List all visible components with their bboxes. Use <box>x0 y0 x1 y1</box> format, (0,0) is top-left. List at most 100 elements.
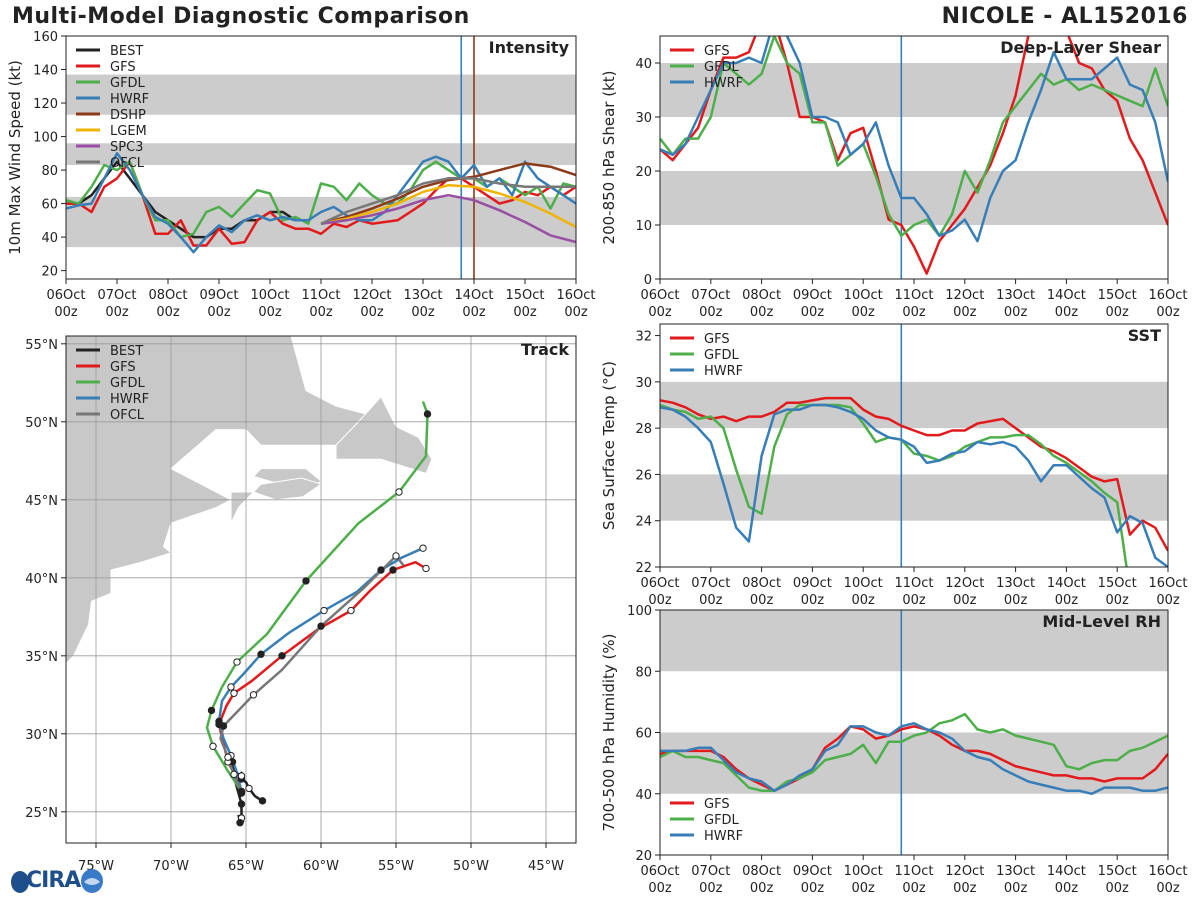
x-tick-label: 15Oct <box>1098 288 1137 303</box>
legend-label-hwrf: HWRF <box>110 392 149 407</box>
y-tick-label: 55°N <box>25 338 58 353</box>
x-tick-label: 00z <box>1004 305 1028 320</box>
x-tick-label: 70°W <box>153 859 189 874</box>
x-tick-label: 00z <box>54 305 78 320</box>
track-point <box>230 689 238 697</box>
x-tick-label: 00z <box>1156 881 1180 896</box>
y-tick-label: 20 <box>41 265 58 280</box>
x-tick-label: 13Oct <box>996 288 1035 303</box>
series-spc3 <box>320 193 576 244</box>
x-tick-label: 10Oct <box>250 288 289 303</box>
y-tick-label: 60 <box>635 727 652 742</box>
y-tick-label: 30°N <box>25 728 58 743</box>
legend-label-gfdl: GFDL <box>704 60 740 75</box>
x-tick-label: 00z <box>953 881 977 896</box>
x-tick-label: 14Oct <box>1047 288 1086 303</box>
y-tick-label: 50°N <box>25 416 58 431</box>
x-tick-label: 11Oct <box>894 864 933 879</box>
x-tick-label: 00z <box>564 305 588 320</box>
x-tick-label: 15Oct <box>505 288 544 303</box>
x-tick-label: 00z <box>309 305 333 320</box>
legend-label-hwrf: HWRF <box>704 364 743 379</box>
series-gfs <box>660 396 1168 552</box>
legend-label-gfdl: GFDL <box>110 76 146 91</box>
x-tick-label: 00z <box>360 305 384 320</box>
panel-title: Deep-Layer Shear <box>1000 38 1161 57</box>
y-axis-label: 10m Max Wind Speed (kt) <box>6 60 24 255</box>
track-point <box>347 606 355 615</box>
series-lgem <box>320 183 576 229</box>
series-hwrf <box>660 36 1168 243</box>
track-point <box>317 622 325 630</box>
y-tick-label: 100 <box>627 604 652 619</box>
threshold-band <box>66 143 576 166</box>
track-point <box>237 772 246 780</box>
x-tick-label: 00z <box>699 593 723 608</box>
x-tick-label: 12Oct <box>945 576 984 591</box>
x-tick-label: 13Oct <box>996 576 1035 591</box>
x-tick-label: 00z <box>513 305 537 320</box>
x-tick-label: 09Oct <box>793 576 832 591</box>
x-tick-label: 13Oct <box>996 864 1035 879</box>
y-tick-label: 80 <box>41 164 58 179</box>
x-tick-label: 00z <box>1055 593 1079 608</box>
x-tick-label: 00z <box>1106 593 1130 608</box>
series-gfs <box>66 160 576 247</box>
x-tick-label: 50°W <box>453 859 489 874</box>
x-tick-label: 10Oct <box>844 864 883 879</box>
x-tick-label: 00z <box>902 881 926 896</box>
track-point <box>215 717 223 726</box>
x-tick-label: 12Oct <box>352 288 391 303</box>
x-tick-label: 00z <box>648 881 672 896</box>
intensity-chart: 20 40 60 80 100 120 140 160 06Oct 00z 07Oct 00z 08Oc… <box>6 30 596 320</box>
legend-label-hwrf: HWRF <box>110 92 149 107</box>
logo-text: CIRA <box>26 868 81 893</box>
y-tick-label: 35°N <box>25 650 58 665</box>
y-tick-label: 26 <box>635 468 652 483</box>
series-hwrf <box>660 403 1168 567</box>
x-tick-label: 65°W <box>228 859 264 874</box>
track-point <box>257 650 265 658</box>
legend-label-best: BEST <box>110 44 143 59</box>
x-tick-label: 00z <box>953 593 977 608</box>
y-tick-label: 60 <box>41 198 58 213</box>
x-tick-label: 10Oct <box>844 576 883 591</box>
x-tick-label: 45°W <box>528 859 564 874</box>
x-tick-label: 09Oct <box>793 864 832 879</box>
x-tick-label: 00z <box>902 305 926 320</box>
threshold-band <box>66 74 576 115</box>
track-chart: 75°W 70°W 65°W 60°W 55°W 50°W 45°W 25°N 30°N 35°N… <box>25 335 577 874</box>
x-tick-label: 10Oct <box>844 288 883 303</box>
panel-title: Intensity <box>489 38 570 57</box>
track-point <box>209 742 217 750</box>
threshold-band <box>660 63 1168 117</box>
y-tick-label: 45°N <box>25 494 58 509</box>
x-tick-label: 14Oct <box>454 288 493 303</box>
y-tick-label: 24 <box>635 515 652 530</box>
y-tick-label: 22 <box>635 561 652 576</box>
x-tick-label: 06Oct <box>640 864 679 879</box>
x-tick-label: 08Oct <box>148 288 187 303</box>
x-tick-label: 00z <box>1055 305 1079 320</box>
legend-label-lgem: LGEM <box>110 124 147 139</box>
track-point <box>233 658 241 666</box>
x-tick-label: 00z <box>750 305 774 320</box>
x-tick-label: 00z <box>852 593 876 608</box>
x-tick-label: 00z <box>801 881 825 896</box>
x-tick-label: 00z <box>750 881 774 896</box>
x-tick-label: 15Oct <box>1098 864 1137 879</box>
track-point <box>219 722 228 730</box>
rh-chart: 20 40 60 80 100 06Oct 00z 07Oct 00z 08Oct 00z 09Oct… <box>600 604 1188 896</box>
y-tick-label: 120 <box>33 97 58 112</box>
panel-title: SST <box>1128 326 1161 345</box>
globe-icon <box>11 869 103 893</box>
x-tick-label: 06Oct <box>640 576 679 591</box>
x-tick-label: 07Oct <box>691 288 730 303</box>
track-ofcl <box>219 554 405 793</box>
y-axis-label: 700-500 hPa Humidity (%) <box>600 633 618 831</box>
x-tick-label: 00z <box>1156 593 1180 608</box>
x-tick-label: 00z <box>852 305 876 320</box>
x-tick-label: 08Oct <box>742 288 781 303</box>
y-tick-label: 25°N <box>25 806 58 821</box>
